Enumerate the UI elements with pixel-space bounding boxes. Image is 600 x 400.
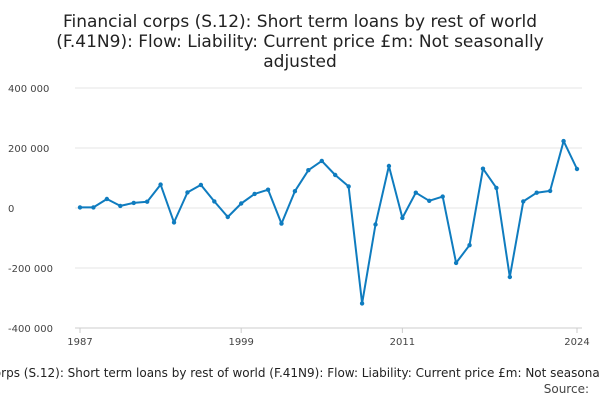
data-point: [171, 220, 177, 225]
data-point: [453, 260, 459, 266]
data-point: [440, 194, 445, 199]
data-point: [144, 199, 150, 204]
data-point: [359, 301, 365, 306]
x-axis-ticks: 1987 1999 2011 2024: [67, 328, 590, 348]
data-point: [306, 168, 311, 173]
y-tick-label: -200 000: [8, 264, 53, 275]
data-point: [158, 182, 163, 187]
grid-lines: [75, 87, 582, 269]
y-tick-label: 200 000: [8, 144, 49, 155]
data-point: [547, 188, 553, 194]
series-line: [77, 138, 580, 306]
data-point: [319, 158, 324, 164]
data-point: [400, 215, 405, 221]
data-point: [467, 243, 472, 248]
data-point: [427, 198, 432, 203]
x-tick-label: 1987: [67, 337, 92, 348]
data-point: [185, 190, 190, 195]
data-point: [225, 214, 230, 220]
data-point: [346, 184, 351, 189]
chart-title-line-3: adjusted: [263, 52, 336, 72]
x-tick-label: 2024: [564, 337, 589, 348]
data-point: [507, 274, 513, 280]
x-tick-label: 2011: [390, 337, 415, 348]
data-point: [118, 203, 123, 209]
data-point: [131, 200, 136, 206]
y-tick-label: -400 000: [8, 324, 53, 335]
data-point: [480, 166, 486, 171]
data-point: [212, 199, 217, 204]
data-point: [77, 205, 83, 210]
data-point: [413, 190, 419, 195]
data-point: [238, 201, 244, 206]
y-axis-ticks: 400 000 200 000 0 -200 000 -400 000: [8, 84, 53, 335]
chart-title-line-2: (F.41N9): Flow: Liability: Current price…: [56, 32, 544, 52]
data-point: [333, 172, 338, 178]
data-point: [494, 185, 499, 191]
x-axis-caption: Financial corps (S.12): Short term loans…: [0, 366, 600, 380]
data-point: [574, 166, 580, 172]
data-point: [198, 182, 204, 188]
data-point: [373, 222, 378, 227]
data-point: [252, 191, 257, 197]
chart-title-line-1: Financial corps (S.12): Short term loans…: [63, 12, 537, 32]
data-point: [386, 163, 392, 169]
x-tick-label: 1999: [228, 337, 253, 348]
data-point: [534, 190, 539, 195]
data-point: [104, 196, 110, 202]
series-path: [80, 140, 578, 305]
data-point: [561, 138, 566, 144]
data-point: [521, 199, 526, 204]
data-point: [265, 187, 271, 192]
data-point: [279, 221, 284, 226]
data-point: [91, 205, 96, 210]
y-tick-label: 0: [8, 204, 14, 215]
y-tick-label: 400 000: [8, 84, 49, 95]
data-point: [292, 189, 298, 194]
source-label: Source:: [544, 382, 589, 396]
